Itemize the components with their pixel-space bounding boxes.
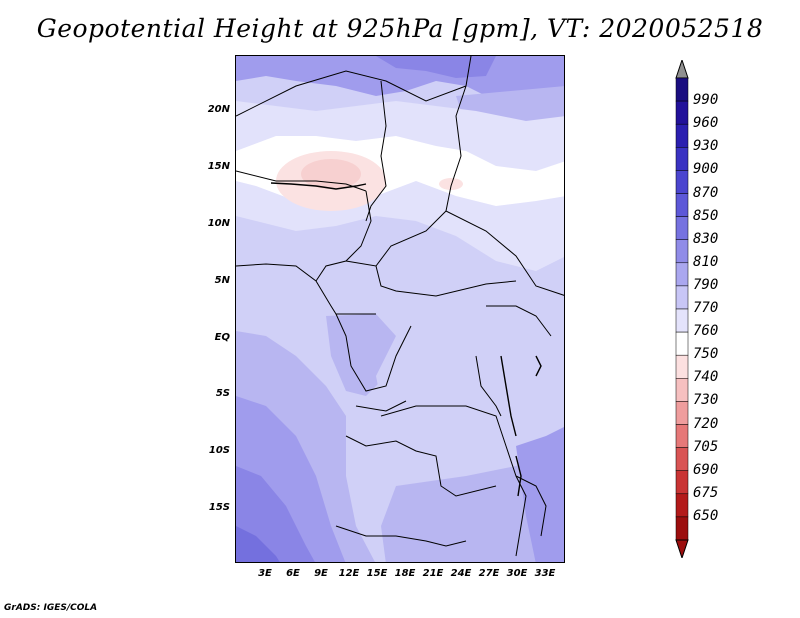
lakes-and-coast xyxy=(270,182,542,497)
lat-label-20n: 20N xyxy=(207,104,230,115)
colorbar-swatch xyxy=(675,401,689,425)
lat-label-5n: 5N xyxy=(214,275,230,286)
field-870-southwest xyxy=(236,526,280,562)
colorbar-swatch xyxy=(675,470,689,495)
colorbar-swatch xyxy=(675,285,689,310)
lon-label-21e: 21E xyxy=(422,568,444,579)
lon-label-30e: 30E xyxy=(506,568,528,579)
colorbar-swatch xyxy=(675,424,689,448)
colorbar-level-label: 790 xyxy=(693,276,719,293)
colorbar-level-label: 675 xyxy=(693,484,719,501)
colorbar-swatch xyxy=(675,239,689,264)
lon-label-15e: 15E xyxy=(366,568,388,579)
colorbar-swatch xyxy=(675,193,689,217)
colorbar-level-label: 730 xyxy=(693,392,719,409)
colorbar-top-arrow xyxy=(675,60,689,79)
colorbar-level-label: 705 xyxy=(693,438,719,455)
map-graphic xyxy=(236,56,564,562)
colorbar-level-label: 740 xyxy=(693,369,719,386)
colorbar-swatch xyxy=(675,216,689,240)
field-750-low-east xyxy=(439,178,463,190)
colorbar-swatch xyxy=(675,77,689,102)
lon-label-24e: 24E xyxy=(450,568,472,579)
colorbar-swatch xyxy=(675,170,689,194)
lon-label-9e: 9E xyxy=(314,568,328,579)
map-title: Geopotential Height at 925hPa [gpm], VT:… xyxy=(36,14,764,43)
colorbar-swatch xyxy=(675,147,689,171)
lon-label-6e: 6E xyxy=(286,568,300,579)
field-850-north xyxy=(376,56,496,78)
lon-label-3e: 3E xyxy=(258,568,272,579)
colorbar-level-label: 810 xyxy=(693,253,719,270)
colorbar-level-label: 720 xyxy=(693,415,719,432)
colorbar-swatch xyxy=(675,100,689,125)
colorbar-level-label: 900 xyxy=(693,161,719,178)
colorbar-level-label: 930 xyxy=(693,138,719,155)
footer-credit: GrADS: IGES/COLA xyxy=(4,603,98,613)
colorbar-level-label: 830 xyxy=(693,230,719,247)
colorbar-swatch xyxy=(675,516,689,541)
lat-label-eq: EQ xyxy=(214,332,230,343)
colorbar-swatch xyxy=(675,123,689,148)
colorbar-swatch xyxy=(675,378,689,402)
country-borders xyxy=(236,56,564,557)
colorbar-swatch xyxy=(675,493,689,518)
lat-label-10n: 10N xyxy=(207,218,230,229)
lat-label-10s: 10S xyxy=(208,445,230,456)
colorbar-level-label: 990 xyxy=(693,92,719,109)
colorbar-swatch xyxy=(675,447,689,471)
lat-label-15s: 15S xyxy=(208,502,230,513)
lon-label-33e: 33E xyxy=(534,568,556,579)
colorbar-level-label: 960 xyxy=(693,115,719,132)
lon-label-18e: 18E xyxy=(394,568,416,579)
colorbar xyxy=(675,60,689,558)
colorbar-bottom-arrow xyxy=(675,539,689,558)
lon-label-12e: 12E xyxy=(338,568,360,579)
colorbar-level-label: 770 xyxy=(693,300,719,316)
colorbar-level-label: 760 xyxy=(693,323,719,340)
lon-label-27e: 27E xyxy=(478,568,500,579)
colorbar-swatch xyxy=(675,354,689,379)
colorbar-level-label: 650 xyxy=(693,507,719,524)
colorbar-level-label: 690 xyxy=(693,461,719,478)
colorbar-swatch xyxy=(675,308,689,333)
lat-label-15n: 15N xyxy=(207,161,230,172)
colorbar-level-label: 870 xyxy=(693,184,719,201)
colorbar-level-label: 750 xyxy=(693,346,719,363)
colorbar-swatch xyxy=(675,262,689,287)
field-740-low xyxy=(301,159,361,189)
map-panel xyxy=(235,55,565,563)
lat-label-5s: 5S xyxy=(215,388,230,399)
colorbar-level-label: 850 xyxy=(693,207,719,224)
field-790-central xyxy=(366,246,564,441)
colorbar-swatch xyxy=(675,331,689,356)
